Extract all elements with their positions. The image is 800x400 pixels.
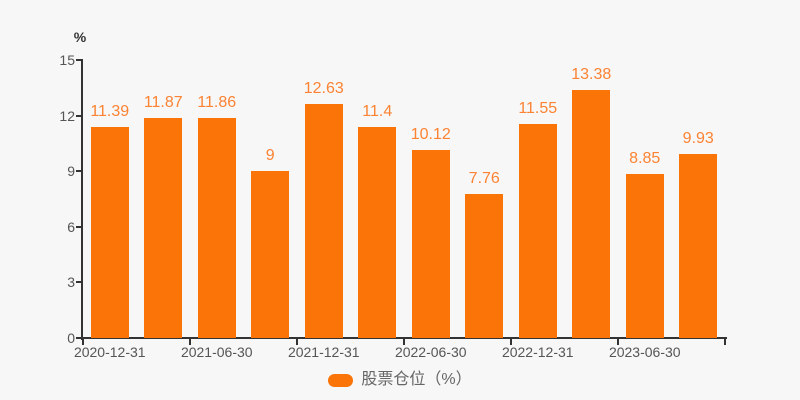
legend-marker[interactable] [328, 373, 354, 387]
bar-value-label: 7.76 [468, 170, 500, 188]
bar[interactable] [90, 126, 129, 338]
bar-value-label: 11.4 [362, 102, 393, 120]
x-axis-date-label: 2020-12-31 [73, 344, 146, 360]
bar-value-label: 13.38 [571, 66, 612, 84]
x-axis-tick [617, 339, 619, 345]
y-axis-tick-label: 15 [59, 52, 75, 68]
y-axis-tick-label: 0 [67, 330, 75, 346]
bar-value-label: 11.87 [143, 94, 183, 111]
bar-value-label: 11.55 [518, 99, 558, 117]
x-axis-tick [724, 339, 726, 345]
y-axis-tick [76, 59, 83, 61]
x-axis-date-label: 2021-12-31 [287, 344, 360, 360]
bar-value-label: 9.93 [682, 129, 714, 147]
bar[interactable] [144, 118, 183, 338]
y-axis-tick [76, 114, 83, 117]
bar-value-label: 10.12 [410, 126, 451, 144]
bar[interactable] [197, 118, 236, 338]
bar[interactable] [625, 173, 664, 338]
y-axis-tick [76, 170, 83, 173]
y-axis-tick [76, 281, 83, 284]
x-axis-date-label: 2023-06-30 [608, 344, 681, 360]
y-axis-tick-label: 3 [67, 274, 75, 291]
bar[interactable] [411, 150, 450, 338]
x-axis-date-label: 2022-12-31 [501, 344, 574, 360]
legend[interactable]: 股票仓位（%） [0, 370, 800, 390]
x-axis-tick [82, 339, 84, 345]
bar[interactable] [465, 194, 504, 338]
bar-value-label: 11.39 [90, 102, 130, 120]
x-axis-date-label: 2022-06-30 [394, 344, 467, 360]
x-axis-line [83, 337, 727, 339]
bar[interactable] [304, 103, 343, 338]
bar[interactable] [518, 123, 557, 338]
bar[interactable] [358, 126, 397, 338]
bar-value-label: 11.86 [197, 94, 237, 112]
bar-value-label: 9 [265, 147, 275, 165]
x-axis-tick [510, 339, 512, 345]
x-axis-tick [189, 339, 191, 345]
x-axis-tick [403, 339, 405, 345]
x-axis-date-label: 2021-06-30 [180, 344, 253, 360]
y-axis-unit-label: % [73, 29, 87, 45]
bar-value-label: 12.63 [303, 79, 344, 97]
bar[interactable] [251, 171, 290, 338]
y-axis-tick-label: 12 [59, 107, 75, 124]
bar[interactable] [679, 153, 718, 338]
bar-value-label: 8.85 [629, 149, 661, 167]
y-axis-tick-label: 6 [67, 218, 75, 235]
legend-label[interactable]: 股票仓位（%） [361, 371, 472, 388]
y-axis-tick-label: 9 [67, 163, 75, 180]
y-axis-tick [76, 337, 83, 339]
y-axis-tick [76, 225, 83, 228]
x-axis-tick [296, 339, 298, 345]
bar[interactable] [572, 90, 611, 338]
y-axis-line [81, 60, 83, 340]
